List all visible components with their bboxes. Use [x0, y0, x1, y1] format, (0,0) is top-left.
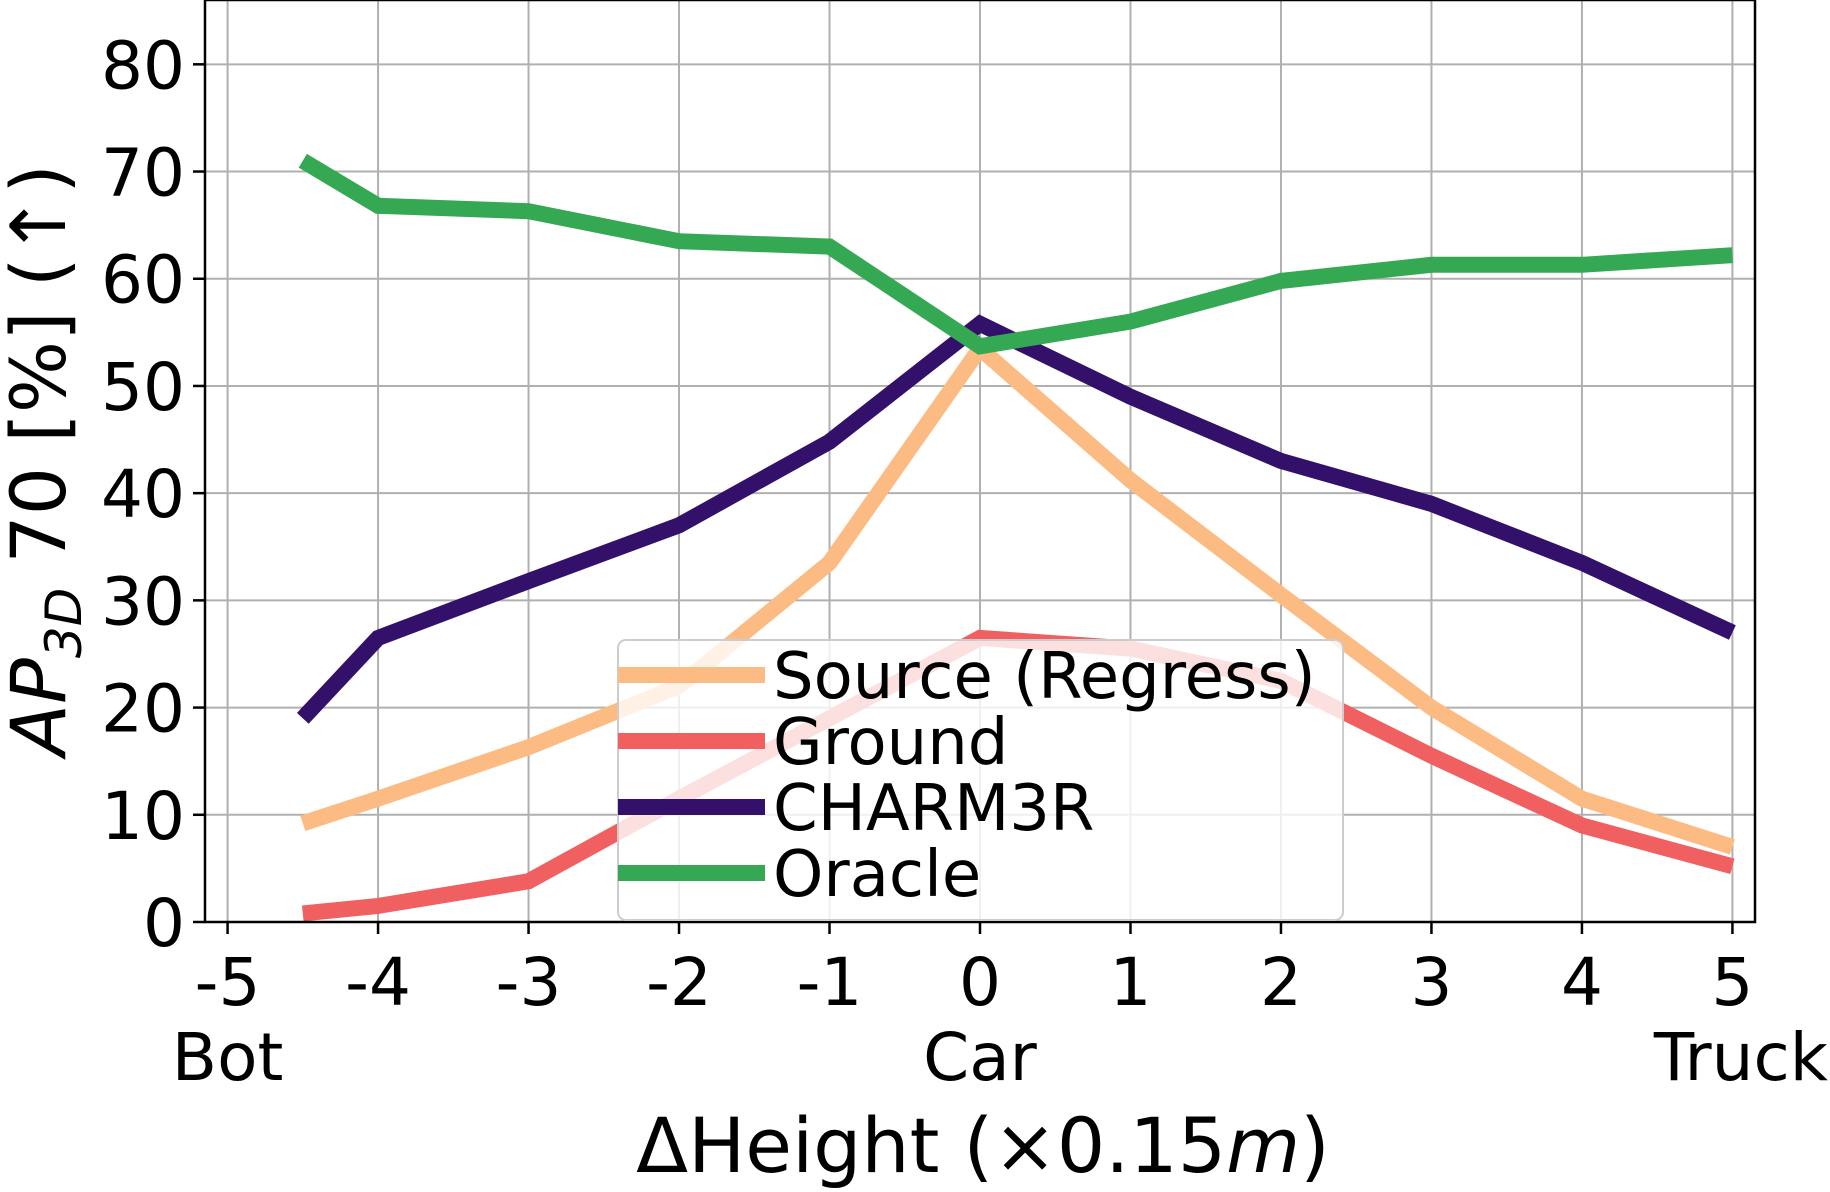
series-line-oracle	[298, 153, 1733, 355]
category-label-truck: Truck	[1653, 1019, 1829, 1096]
legend-box	[617, 639, 1344, 921]
y-tick-label: 10	[101, 778, 185, 855]
legend-label-source-regress: Source (Regress)	[773, 640, 1316, 714]
y-tick-label: 40	[101, 456, 185, 533]
x-tick-label: 3	[1410, 944, 1452, 1021]
series-lines	[296, 153, 1736, 922]
y-tick-label: 70	[101, 135, 185, 212]
legend-label-charm3r: CHARM3R	[773, 772, 1094, 846]
category-label-car: Car	[923, 1019, 1038, 1096]
y-tick-label: 0	[143, 885, 185, 962]
y-tick-label: 30	[101, 563, 185, 640]
y-tick-label: 60	[101, 242, 185, 319]
x-tick-label: -3	[496, 944, 562, 1021]
x-tick-label: 4	[1561, 944, 1603, 1021]
x-tick-label: -5	[195, 944, 261, 1021]
x-axis-category-labels: Bot Car Truck	[172, 1019, 1829, 1096]
x-tick-label: -2	[646, 944, 712, 1021]
x-axis-label: ΔHeight (×0.15m)	[636, 1101, 1330, 1190]
y-tick-label: 20	[101, 671, 185, 748]
y-axis-ticks: 0 10 20 30 40 50 60 70 80	[101, 27, 205, 962]
legend-label-ground: Ground	[773, 706, 1008, 780]
x-axis-ticks: -5 -4 -3 -2 -1 0 1 2 3 4 5	[195, 922, 1753, 1021]
y-axis-label: AP3D 70 [%] (↑)	[0, 164, 93, 761]
x-tick-label: -4	[345, 944, 411, 1021]
x-tick-label: 0	[959, 944, 1001, 1021]
x-tick-label: -1	[797, 944, 863, 1021]
category-label-bot: Bot	[172, 1019, 284, 1096]
x-tick-label: 1	[1109, 944, 1151, 1021]
x-tick-label: 5	[1711, 944, 1753, 1021]
y-tick-label: 80	[101, 27, 185, 104]
y-tick-label: 50	[101, 349, 185, 426]
x-tick-label: 2	[1260, 944, 1302, 1021]
legend-label-oracle: Oracle	[773, 838, 981, 912]
